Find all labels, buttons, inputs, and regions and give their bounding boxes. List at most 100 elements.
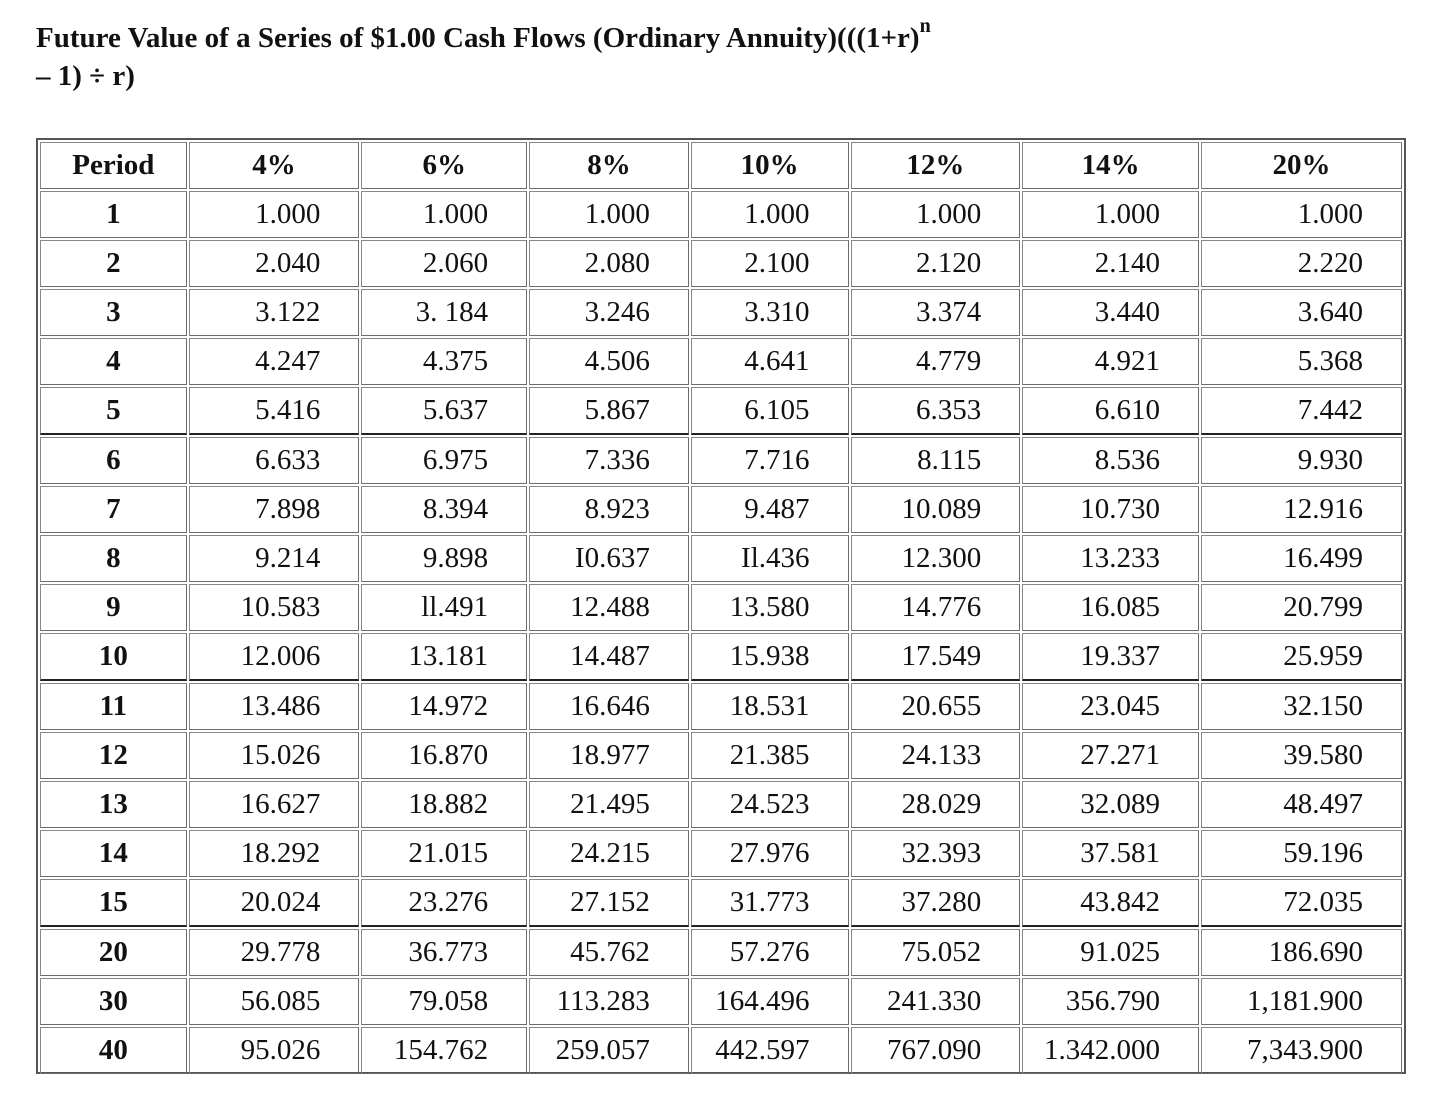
value-cell: 186.690 <box>1201 929 1402 976</box>
column-header-period: Period <box>40 142 187 189</box>
value-cell: 31.773 <box>690 879 849 927</box>
value-cell: 17.549 <box>850 633 1021 681</box>
table-row: 3 3.122 3. 184 3.246 3.310 3.374 3.440 3.640 <box>40 289 1402 336</box>
value-cell: 3.640 <box>1201 289 1402 336</box>
value-cell: 13.580 <box>690 584 849 631</box>
value-cell: 79.058 <box>361 978 528 1025</box>
value-cell: 4.506 <box>529 338 689 385</box>
value-cell: 9.930 <box>1201 437 1402 484</box>
value-cell: 6.105 <box>690 387 849 435</box>
value-cell: 21.385 <box>690 732 849 779</box>
period-cell: 20 <box>40 929 187 976</box>
value-cell: 6.633 <box>188 437 360 484</box>
table-body: 1 1.000 1.000 1.000 1.000 1.000 1.000 1.000 2 2.0… <box>40 191 1402 1074</box>
value-cell: 24.523 <box>690 781 849 828</box>
value-cell: 39.580 <box>1201 732 1402 779</box>
value-cell: 13.486 <box>188 683 360 730</box>
table-row: 14 18.292 21.015 24.215 27.976 32.393 37.581 59… <box>40 830 1402 877</box>
value-cell: Il.436 <box>690 535 849 582</box>
value-cell: 29.778 <box>188 929 360 976</box>
table-row: 2 2.040 2.060 2.080 2.100 2.120 2.140 2.220 <box>40 240 1402 287</box>
value-cell: 10.583 <box>188 584 360 631</box>
column-header-rate: 8% <box>529 142 689 189</box>
table-row: 1 1.000 1.000 1.000 1.000 1.000 1.000 1.000 <box>40 191 1402 238</box>
value-cell: 5.637 <box>361 387 528 435</box>
value-cell: 16.085 <box>1022 584 1200 631</box>
value-cell: 3.310 <box>690 289 849 336</box>
value-cell: 27.271 <box>1022 732 1200 779</box>
value-cell: 1,181.900 <box>1201 978 1402 1025</box>
table-row: 7 7.898 8.394 8.923 9.487 10.089 10.730 12.916 <box>40 486 1402 533</box>
value-cell: 16.870 <box>361 732 528 779</box>
value-cell: 37.581 <box>1022 830 1200 877</box>
value-cell: 37.280 <box>850 879 1021 927</box>
value-cell: 14.776 <box>850 584 1021 631</box>
value-cell: 19.337 <box>1022 633 1200 681</box>
annuity-table-frame: Period 4% 6% 8% 10% 12% 14% 20% 1 1.000 1.000 1.00… <box>36 138 1406 1074</box>
table-row: 20 29.778 36.773 45.762 57.276 75.052 91.025 18… <box>40 929 1402 976</box>
value-cell: 57.276 <box>690 929 849 976</box>
value-cell: 9.487 <box>690 486 849 533</box>
period-cell: 2 <box>40 240 187 287</box>
value-cell: 12.300 <box>850 535 1021 582</box>
value-cell: 15.026 <box>188 732 360 779</box>
column-header-rate: 20% <box>1201 142 1402 189</box>
period-cell: 9 <box>40 584 187 631</box>
value-cell: 2.140 <box>1022 240 1200 287</box>
value-cell: 12.006 <box>188 633 360 681</box>
value-cell: 4.247 <box>188 338 360 385</box>
period-cell: 1 <box>40 191 187 238</box>
value-cell: 95.026 <box>188 1027 360 1074</box>
value-cell: 12.488 <box>529 584 689 631</box>
value-cell: 48.497 <box>1201 781 1402 828</box>
value-cell: 16.499 <box>1201 535 1402 582</box>
value-cell: 23.045 <box>1022 683 1200 730</box>
value-cell: 154.762 <box>361 1027 528 1074</box>
value-cell: 8.536 <box>1022 437 1200 484</box>
value-cell: 5.416 <box>188 387 360 435</box>
value-cell: 32.089 <box>1022 781 1200 828</box>
value-cell: 16.646 <box>529 683 689 730</box>
period-cell: 14 <box>40 830 187 877</box>
period-cell: 7 <box>40 486 187 533</box>
value-cell: 45.762 <box>529 929 689 976</box>
period-cell: 11 <box>40 683 187 730</box>
value-cell: 8.394 <box>361 486 528 533</box>
value-cell: 3.246 <box>529 289 689 336</box>
value-cell: 10.730 <box>1022 486 1200 533</box>
value-cell: 3.374 <box>850 289 1021 336</box>
value-cell: 36.773 <box>361 929 528 976</box>
column-header-rate: 6% <box>361 142 528 189</box>
value-cell: 8.923 <box>529 486 689 533</box>
value-cell: 16.627 <box>188 781 360 828</box>
value-cell: 27.976 <box>690 830 849 877</box>
value-cell: 43.842 <box>1022 879 1200 927</box>
value-cell: 2.120 <box>850 240 1021 287</box>
period-cell: 15 <box>40 879 187 927</box>
value-cell: 3. 184 <box>361 289 528 336</box>
value-cell: 4.779 <box>850 338 1021 385</box>
value-cell: 75.052 <box>850 929 1021 976</box>
value-cell: 2.080 <box>529 240 689 287</box>
table-row: 10 12.006 13.181 14.487 15.938 17.549 19.337 25… <box>40 633 1402 681</box>
value-cell: 10.089 <box>850 486 1021 533</box>
value-cell: 6.975 <box>361 437 528 484</box>
value-cell: 442.597 <box>690 1027 849 1074</box>
title-main: Future Value of a Series of $1.00 Cash F… <box>36 22 920 54</box>
value-cell: 2.060 <box>361 240 528 287</box>
page-title: Future Value of a Series of $1.00 Cash F… <box>36 16 1096 95</box>
value-cell: 23.276 <box>361 879 528 927</box>
period-cell: 3 <box>40 289 187 336</box>
value-cell: 4.641 <box>690 338 849 385</box>
value-cell: I0.637 <box>529 535 689 582</box>
value-cell: 259.057 <box>529 1027 689 1074</box>
value-cell: 6.353 <box>850 387 1021 435</box>
period-cell: 8 <box>40 535 187 582</box>
table-row: 12 15.026 16.870 18.977 21.385 24.133 27.271 39… <box>40 732 1402 779</box>
value-cell: 7,343.900 <box>1201 1027 1402 1074</box>
title-continuation: – 1) ÷ r) <box>36 60 135 92</box>
value-cell: 24.133 <box>850 732 1021 779</box>
value-cell: 15.938 <box>690 633 849 681</box>
value-cell: 32.150 <box>1201 683 1402 730</box>
value-cell: 14.972 <box>361 683 528 730</box>
